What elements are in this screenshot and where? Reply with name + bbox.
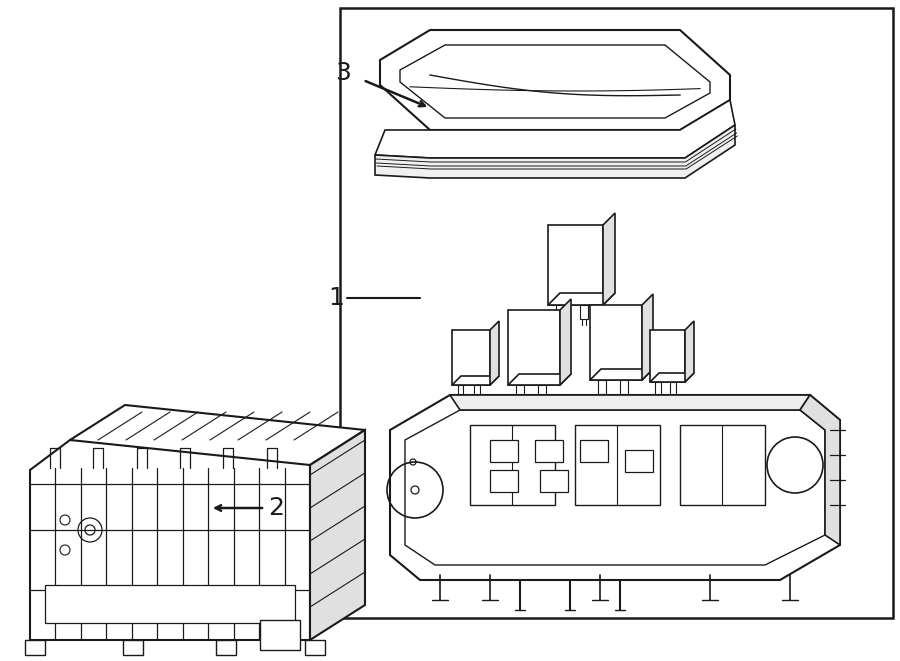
Bar <box>516 385 524 399</box>
Bar <box>458 385 464 399</box>
Polygon shape <box>508 310 560 385</box>
Polygon shape <box>452 330 490 385</box>
Polygon shape <box>450 395 810 410</box>
Polygon shape <box>603 213 615 305</box>
Polygon shape <box>508 374 571 385</box>
Polygon shape <box>642 294 653 380</box>
Polygon shape <box>590 369 653 380</box>
Polygon shape <box>548 293 615 305</box>
Polygon shape <box>800 395 840 545</box>
Bar <box>474 385 480 399</box>
Bar <box>655 382 661 396</box>
Polygon shape <box>310 430 365 640</box>
Polygon shape <box>375 125 735 178</box>
Bar <box>556 305 564 319</box>
Bar <box>620 380 628 394</box>
Bar <box>538 385 546 399</box>
Bar <box>598 380 606 394</box>
Bar <box>580 440 608 462</box>
Bar <box>216 640 236 655</box>
Bar <box>470 425 555 505</box>
Polygon shape <box>405 410 825 565</box>
Text: 1: 1 <box>328 286 344 310</box>
Bar <box>123 640 143 655</box>
Polygon shape <box>452 376 499 385</box>
Bar <box>625 450 653 472</box>
Polygon shape <box>490 321 499 385</box>
Polygon shape <box>390 395 840 580</box>
Polygon shape <box>650 330 685 382</box>
Polygon shape <box>260 620 300 650</box>
Text: 2: 2 <box>268 496 284 520</box>
Polygon shape <box>400 45 710 118</box>
Bar <box>540 470 568 492</box>
Polygon shape <box>70 405 365 465</box>
Bar <box>580 305 589 319</box>
Bar <box>575 425 660 505</box>
Polygon shape <box>30 440 310 640</box>
Bar <box>305 640 325 655</box>
Bar <box>490 440 518 462</box>
Bar <box>45 585 295 623</box>
Bar <box>490 470 518 492</box>
Text: 3: 3 <box>335 61 351 85</box>
Polygon shape <box>685 321 694 382</box>
Bar <box>25 640 45 655</box>
Polygon shape <box>380 30 730 130</box>
Polygon shape <box>650 373 694 382</box>
Polygon shape <box>548 225 603 305</box>
Polygon shape <box>375 100 735 158</box>
Bar <box>670 382 676 396</box>
Bar <box>340 8 893 618</box>
Polygon shape <box>560 299 571 385</box>
Bar <box>680 425 765 505</box>
Polygon shape <box>590 305 642 380</box>
Bar <box>535 440 563 462</box>
